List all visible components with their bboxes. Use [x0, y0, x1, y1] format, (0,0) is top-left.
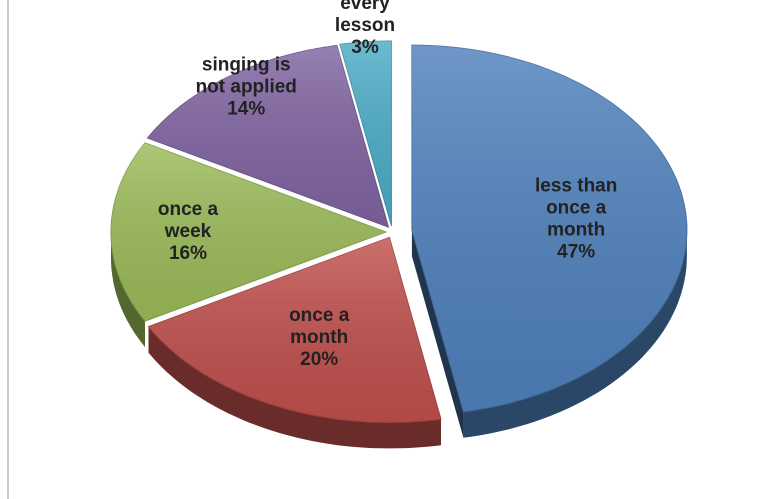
- slice-label: once a week: [158, 199, 219, 242]
- slice-wall: [411, 230, 464, 438]
- value-label: 20%: [300, 349, 338, 370]
- value-label: 3%: [351, 37, 379, 58]
- slice-shade: [411, 45, 687, 412]
- slice-side: [111, 232, 145, 348]
- slice-label: less than once a month: [535, 176, 617, 241]
- slice-shade: [148, 237, 441, 423]
- slice-side: [463, 230, 687, 438]
- slice-shade: [339, 41, 392, 227]
- slice-side: [148, 326, 441, 449]
- slice-label: every lesson: [335, 0, 395, 36]
- slice-shade: [111, 142, 386, 322]
- slice-shade: [147, 45, 389, 228]
- value-label: 14%: [227, 98, 265, 119]
- value-label: 16%: [169, 243, 207, 264]
- slice-label: singing is not applied: [196, 54, 297, 97]
- value-label: 47%: [557, 242, 595, 263]
- slice-label: once a month: [289, 305, 350, 348]
